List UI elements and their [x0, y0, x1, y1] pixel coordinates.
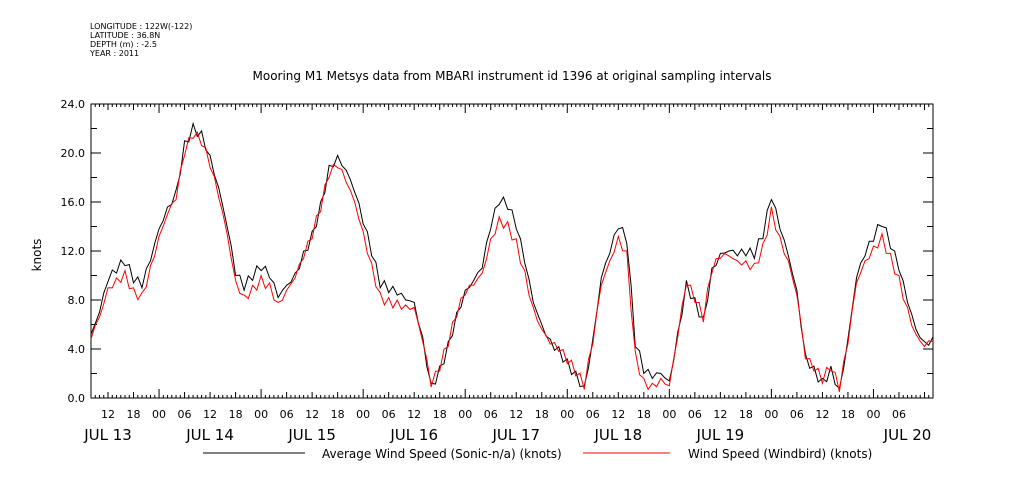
x-hour-label: 06 — [382, 408, 396, 421]
x-hour-label: 12 — [203, 408, 217, 421]
x-hour-label: 00 — [866, 408, 880, 421]
chart-title: Mooring M1 Metsys data from MBARI instru… — [253, 69, 772, 83]
y-tick-label: 0.0 — [68, 392, 86, 405]
x-hour-label: 12 — [407, 408, 421, 421]
x-hour-label: 12 — [611, 408, 625, 421]
x-day-label: JUL 18 — [594, 426, 643, 444]
x-hour-label: 00 — [764, 408, 778, 421]
x-hour-label: 12 — [101, 408, 115, 421]
y-tick-label: 24.0 — [61, 98, 86, 111]
meta-year: YEAR : 2011 — [90, 49, 140, 58]
y-tick-label: 20.0 — [61, 147, 86, 160]
y-tick-label: 4.0 — [68, 343, 86, 356]
x-day-label: JUL 16 — [389, 426, 438, 444]
y-tick-label: 8.0 — [68, 294, 86, 307]
y-tick-label: 12.0 — [61, 245, 86, 258]
series-line-1 — [90, 131, 934, 393]
legend-label: Wind Speed (Windbird) (knots) — [688, 447, 872, 461]
legend-label: Average Wind Speed (Sonic-n/a) (knots) — [322, 447, 562, 461]
x-hour-label: 06 — [790, 408, 804, 421]
x-hour-label: 18 — [331, 408, 345, 421]
x-hour-label: 06 — [688, 408, 702, 421]
x-day-label: JUL 20 — [883, 426, 932, 444]
x-day-label: JUL 19 — [696, 426, 745, 444]
x-hour-label: 06 — [484, 408, 498, 421]
x-hour-label: 00 — [254, 408, 268, 421]
x-hour-label: 18 — [739, 408, 753, 421]
series-line-0 — [90, 121, 934, 390]
x-hour-label: 06 — [178, 408, 192, 421]
x-hour-label: 12 — [713, 408, 727, 421]
y-tick-label: 16.0 — [61, 196, 86, 209]
x-hour-label: 00 — [458, 408, 472, 421]
meta-depth: DEPTH (m) : -2.5 — [90, 40, 157, 49]
mooring-metadata: LONGITUDE : 122W(-122) LATITUDE : 36.8N … — [90, 22, 192, 58]
x-hour-label: 00 — [356, 408, 370, 421]
x-hour-label: 18 — [127, 408, 141, 421]
legend: Average Wind Speed (Sonic-n/a) (knots) Wi… — [203, 447, 872, 461]
x-hour-label: 06 — [892, 408, 906, 421]
meta-latitude: LATITUDE : 36.8N — [90, 31, 161, 40]
x-day-label: JUL 13 — [83, 426, 132, 444]
x-hour-label: 18 — [637, 408, 651, 421]
plot-area: 0.0 4.0 8.0 12.0 16.0 20.0 24.0 12 18 00 06 12 18 00 0… — [61, 98, 934, 444]
y-axis-label: knots — [30, 239, 44, 272]
x-hour-label: 18 — [841, 408, 855, 421]
x-day-label: JUL 17 — [491, 426, 540, 444]
x-day-label: JUL 14 — [185, 426, 234, 444]
x-hour-label: 12 — [815, 408, 829, 421]
x-hour-label: 18 — [535, 408, 549, 421]
x-day-label: JUL 15 — [287, 426, 336, 444]
x-hour-label: 12 — [305, 408, 319, 421]
plot-frame — [90, 103, 934, 399]
x-hour-label: 18 — [229, 408, 243, 421]
x-hour-label: 00 — [560, 408, 574, 421]
x-hour-label: 12 — [509, 408, 523, 421]
x-hour-label: 06 — [280, 408, 294, 421]
x-hour-label: 18 — [433, 408, 447, 421]
x-hour-label: 00 — [662, 408, 676, 421]
x-hour-label: 06 — [586, 408, 600, 421]
meta-longitude: LONGITUDE : 122W(-122) — [90, 22, 193, 31]
x-hour-label: 00 — [152, 408, 166, 421]
